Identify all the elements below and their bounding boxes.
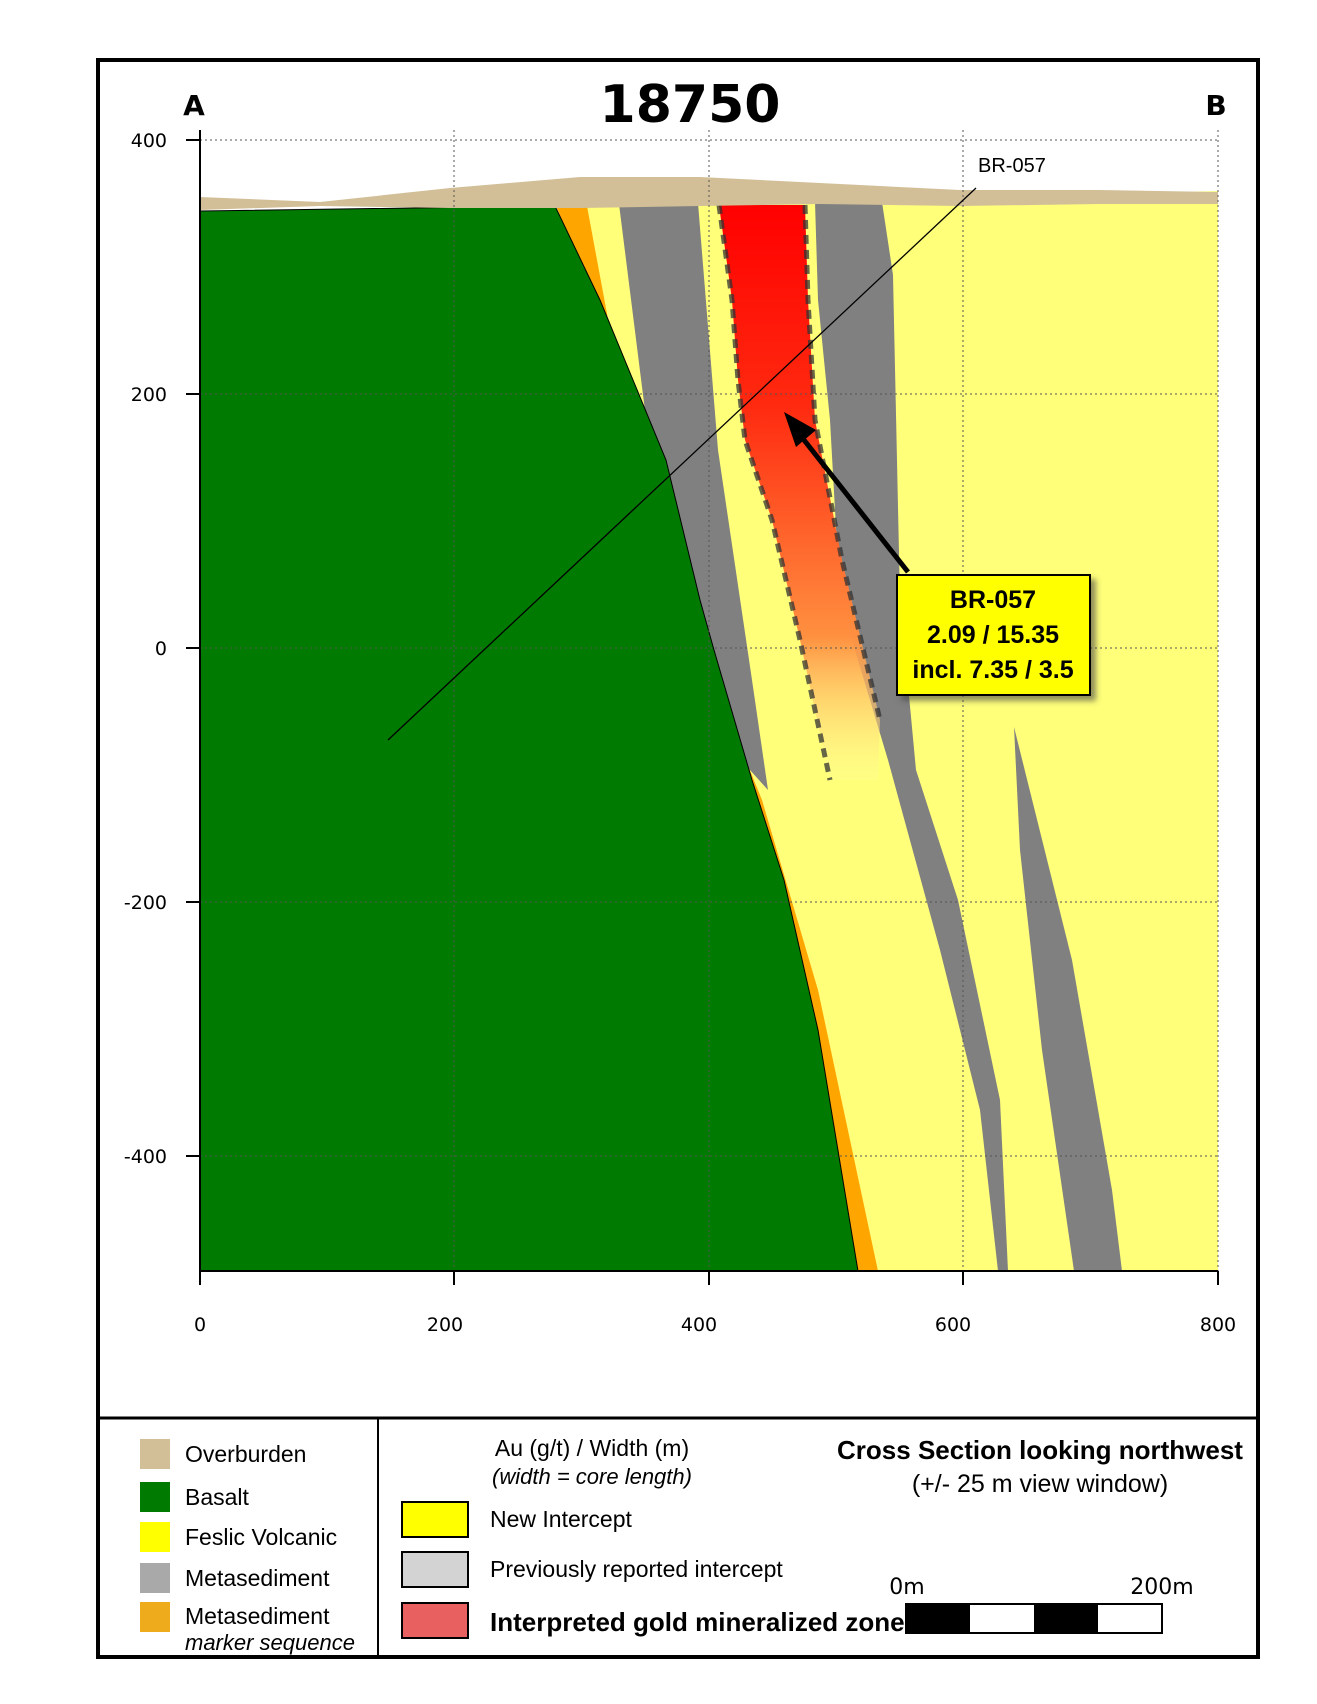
view-direction-label: Cross Section looking northwest (837, 1435, 1243, 1465)
legend-label-felsic-volcanic: Feslic Volcanic (185, 1524, 337, 1550)
intercept-callout: BR-057 2.09 / 15.35 incl. 7.35 / 3.5 (896, 574, 1091, 696)
callout-hole-id: BR-057 (950, 586, 1036, 614)
view-window-label: (+/- 25 m view window) (912, 1470, 1168, 1498)
legend-label-overburden: Overburden (185, 1441, 306, 1467)
legend-swatch-new-intercept (401, 1501, 469, 1538)
intercept-legend-subheading: (width = core length) (492, 1464, 692, 1489)
metasediment-band-1 (619, 203, 768, 790)
metasediment-band-2 (815, 202, 1008, 1271)
legend-label-new-intercept: New Intercept (490, 1506, 633, 1532)
x-tick-label: 200 (427, 1314, 463, 1336)
legend-sublabel-marker-sequence: marker sequence (185, 1630, 355, 1655)
legend-swatch-felsic-volcanic (140, 1522, 170, 1552)
legend-swatch-metasediment (140, 1563, 170, 1593)
drillhole-trace (387, 187, 977, 741)
legend-label-basalt: Basalt (185, 1484, 250, 1510)
intercept-legend: Au (g/t) / Width (m) (width = core lengt… (401, 1435, 905, 1639)
section-corner-a: A (183, 89, 205, 122)
y-tick-label: 0 (155, 638, 167, 660)
legend-swatch-basalt (140, 1482, 170, 1512)
legend-swatch-overburden (140, 1439, 170, 1469)
mineralized-zone-outline-left (716, 204, 833, 781)
x-tick-label: 0 (194, 1314, 206, 1336)
x-tick-label: 400 (681, 1314, 717, 1336)
y-tick-label: -200 (124, 892, 167, 914)
metasediment-band-3 (1014, 727, 1122, 1271)
legend-swatch-mineralized-zone (401, 1602, 469, 1639)
mineralized-zone (719, 205, 880, 780)
legend-swatch-marker-sequence (140, 1602, 170, 1632)
x-tick-label: 800 (1200, 1314, 1236, 1336)
geology-section (199, 177, 1218, 1272)
callout-grade-width: 2.09 / 15.35 (927, 621, 1059, 649)
drillhole-label: BR-057 (978, 155, 1046, 177)
scale-bar: 0m 200m (889, 1575, 1194, 1634)
scale-label-end: 200m (1130, 1575, 1193, 1600)
axes (186, 130, 1219, 1285)
legend-label-marker-sequence: Metasediment (185, 1603, 330, 1629)
x-tick-label: 600 (935, 1314, 971, 1336)
callout-arrow (784, 412, 910, 574)
legend-label-metasediment: Metasediment (185, 1565, 330, 1591)
legend-label-previous-intercept: Previously reported intercept (490, 1556, 783, 1582)
section-title: 18750 (600, 75, 781, 135)
mineralized-zone-outline-right (802, 204, 883, 721)
y-tick-label: 400 (131, 130, 167, 152)
callout-included: incl. 7.35 / 3.5 (912, 656, 1073, 684)
intercept-legend-heading: Au (g/t) / Width (m) (495, 1435, 689, 1461)
y-tick-label: 200 (131, 384, 167, 406)
section-corner-b: B (1205, 89, 1226, 122)
grid (200, 130, 1219, 1271)
scale-label-start: 0m (889, 1575, 924, 1600)
legend-label-mineralized-zone: Interpreted gold mineralized zone (490, 1607, 905, 1637)
y-tick-label: -400 (124, 1146, 167, 1168)
legend-swatch-previous-intercept (401, 1551, 469, 1588)
lithology-legend: Overburden Basalt Feslic Volcanic Metase… (140, 1439, 355, 1655)
